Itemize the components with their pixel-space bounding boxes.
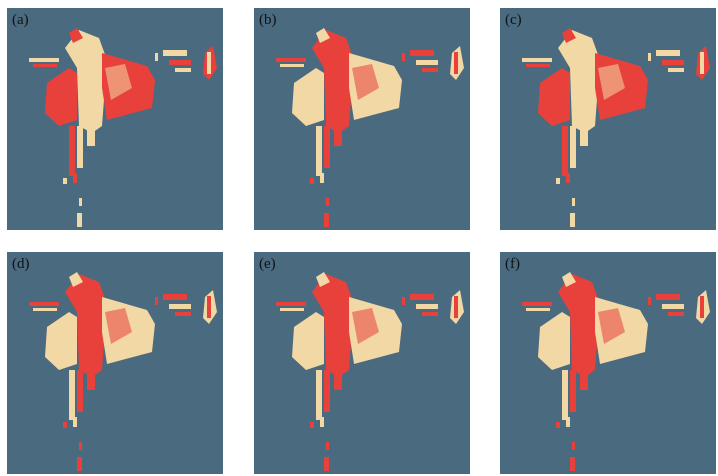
panel-label: (f)	[505, 256, 520, 273]
panel: (a)	[7, 8, 223, 230]
panel: (e)	[254, 252, 470, 474]
point-cloud	[500, 8, 716, 230]
figure: (a) (b) (c) (d) (e) (f) (() => { const d…	[0, 0, 718, 476]
panel: (c)	[500, 8, 716, 230]
point-cloud	[254, 252, 470, 474]
point-cloud	[7, 252, 223, 474]
panel-label: (d)	[12, 256, 30, 273]
panel: (d)	[7, 252, 223, 474]
panel: (b)	[254, 8, 470, 230]
panel-label: (e)	[259, 256, 276, 273]
panel-label: (c)	[505, 12, 522, 29]
panel-label: (a)	[12, 12, 29, 29]
panel: (f)	[500, 252, 716, 474]
point-cloud	[7, 8, 223, 230]
point-cloud	[254, 8, 470, 230]
panel-label: (b)	[259, 12, 277, 29]
point-cloud	[500, 252, 716, 474]
